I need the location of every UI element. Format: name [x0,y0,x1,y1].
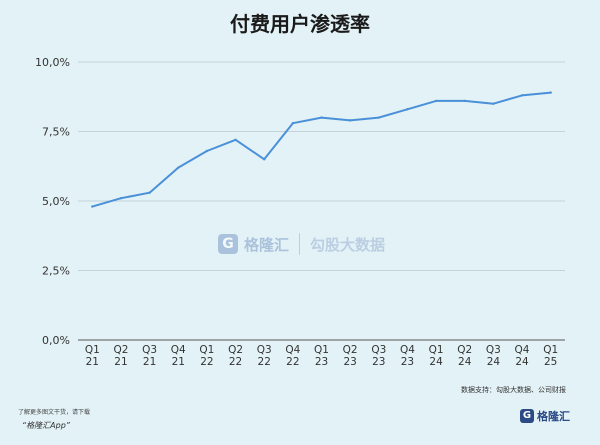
data-point [205,149,209,153]
data-point [406,108,409,111]
data-point [348,119,352,122]
chart-title: 付费用户渗透率 [230,12,370,36]
x-tick-label: Q2 23 [343,344,358,368]
x-tick-label: Q1 25 [543,344,558,368]
x-tick-label: Q2 22 [228,344,243,368]
x-tick-label: Q3 21 [142,344,157,368]
y-tick-label: 0,0% [42,334,70,347]
data-point [119,197,123,200]
watermark: G 格隆汇 勾股大数据 [218,233,385,255]
data-source: 数据支持：勾股大数据、公司财报 [461,386,566,394]
x-tick-label: Q1 21 [85,344,100,368]
y-tick-label: 7,5% [42,126,70,139]
footer-note: 了解更多图文干货，请下载 [18,409,91,416]
x-tick-label: Q4 21 [171,344,186,368]
x-tick-label: Q3 23 [371,344,386,368]
footer-logo-icon: G [520,409,534,423]
data-point [234,138,237,142]
y-tick-label: 10,0% [35,56,70,69]
x-tick-label: Q3 22 [257,344,272,368]
footer-app-name: “格隆汇App” [22,421,70,430]
footer-logo-text: 格隆汇 [537,410,570,423]
data-point [291,121,295,125]
x-tick-label: Q4 22 [285,344,300,368]
data-point [263,158,266,161]
brand-logo-icon: G [218,234,238,254]
watermark-brand: 格隆汇 [244,235,290,254]
data-point [320,116,323,119]
data-point [377,116,380,119]
data-point [434,99,438,103]
x-tick-label: Q2 24 [457,344,472,368]
data-point [520,94,524,97]
data-point [549,91,552,94]
data-point [463,99,466,103]
x-tick-label: Q4 24 [515,344,530,368]
watermark-partner: 勾股大数据 [310,235,386,254]
footer-logo: G 格隆汇 [520,408,570,424]
y-tick-label: 5,0% [42,195,70,208]
series-line [91,91,552,208]
x-tick-label: Q3 24 [486,344,501,368]
data-point [148,191,151,194]
data-point [91,205,94,208]
y-tick-label: 2,5% [42,265,70,278]
x-tick-label: Q2 21 [113,344,128,368]
x-tick-label: Q4 23 [400,344,415,368]
data-point [492,102,495,105]
data-point [177,166,180,169]
x-tick-label: Q1 24 [429,344,444,368]
x-tick-label: Q1 23 [314,344,329,368]
watermark-divider [299,233,301,255]
x-tick-label: Q1 22 [199,344,214,368]
